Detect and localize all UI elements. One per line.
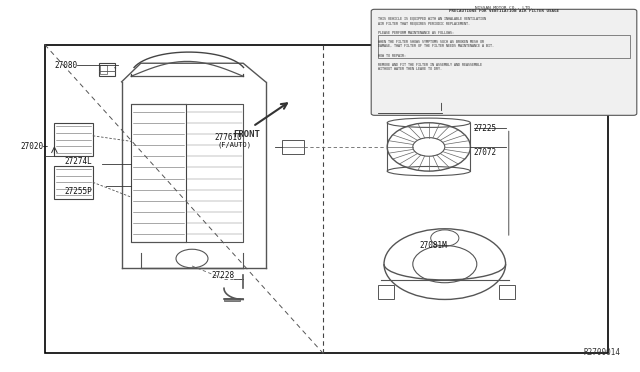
Text: 27080: 27080 xyxy=(54,61,77,70)
Text: 277610: 277610 xyxy=(214,133,242,142)
Text: THIS VEHICLE IS EQUIPPED WITH AN INHALABLE VENTILATION
AIR FILTER THAT REQUIRES : THIS VEHICLE IS EQUIPPED WITH AN INHALAB… xyxy=(378,17,493,71)
Text: 27020—: 27020— xyxy=(20,142,48,151)
Bar xyxy=(100,65,107,74)
Text: 27225: 27225 xyxy=(474,124,497,133)
Text: 27228: 27228 xyxy=(211,271,234,280)
Bar xyxy=(499,285,515,299)
Text: 27081M: 27081M xyxy=(419,241,447,250)
FancyBboxPatch shape xyxy=(371,9,637,115)
Text: 27274L: 27274L xyxy=(64,157,92,166)
Text: 27255P: 27255P xyxy=(64,187,92,196)
Text: PRECAUTIONS FOR VENTILATION AIR FILTER USAGE: PRECAUTIONS FOR VENTILATION AIR FILTER U… xyxy=(449,9,559,13)
Text: NISSAN MOTOR CO., LTD.: NISSAN MOTOR CO., LTD. xyxy=(475,6,532,10)
Text: (F/AUTO): (F/AUTO) xyxy=(218,142,252,148)
Text: R2700014: R2700014 xyxy=(584,348,621,357)
Bar xyxy=(224,298,240,301)
Text: 27072: 27072 xyxy=(474,148,497,157)
Text: FRONT: FRONT xyxy=(233,130,260,139)
Bar xyxy=(378,285,394,299)
